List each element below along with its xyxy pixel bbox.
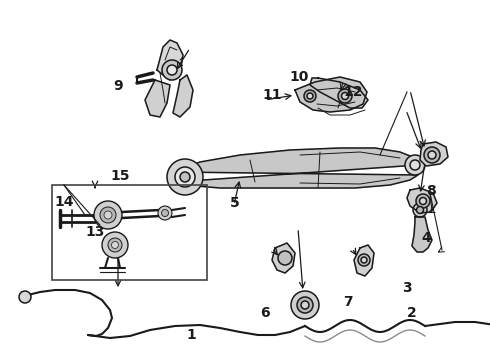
Circle shape [108, 238, 122, 252]
Polygon shape [173, 75, 193, 117]
Text: 1: 1 [186, 328, 196, 342]
Circle shape [102, 232, 128, 258]
Circle shape [416, 207, 423, 213]
Text: 7: 7 [343, 296, 353, 309]
Text: 15: 15 [110, 170, 130, 183]
Circle shape [424, 147, 440, 163]
Circle shape [416, 194, 430, 208]
Circle shape [158, 206, 172, 220]
Text: 10: 10 [289, 71, 309, 84]
Polygon shape [412, 217, 432, 252]
Circle shape [291, 291, 319, 319]
Text: 14: 14 [54, 195, 74, 208]
Circle shape [361, 257, 367, 263]
Circle shape [94, 201, 122, 229]
Circle shape [278, 251, 292, 265]
Polygon shape [354, 245, 374, 276]
Circle shape [307, 93, 313, 99]
Circle shape [428, 151, 436, 159]
Circle shape [100, 207, 116, 223]
Polygon shape [420, 142, 448, 166]
Text: 12: 12 [343, 85, 363, 99]
Circle shape [419, 198, 426, 204]
Circle shape [301, 301, 309, 309]
Circle shape [410, 160, 420, 170]
Polygon shape [157, 40, 183, 80]
Circle shape [342, 93, 348, 99]
Circle shape [104, 211, 112, 219]
Text: 2: 2 [407, 306, 416, 320]
Polygon shape [145, 80, 170, 117]
Polygon shape [272, 243, 295, 273]
Circle shape [304, 90, 316, 102]
Text: 8: 8 [426, 184, 436, 198]
Text: 6: 6 [260, 306, 270, 320]
Text: 4: 4 [421, 231, 431, 244]
Bar [52, 185, 207, 280]
Text: 5: 5 [230, 197, 240, 210]
Polygon shape [407, 188, 437, 213]
Polygon shape [310, 78, 368, 108]
Circle shape [19, 291, 31, 303]
Polygon shape [175, 148, 418, 188]
Text: 11: 11 [262, 89, 282, 102]
Circle shape [180, 172, 190, 182]
Circle shape [162, 60, 182, 80]
Text: 9: 9 [113, 80, 122, 93]
Circle shape [297, 297, 313, 313]
Text: 3: 3 [402, 281, 412, 295]
Circle shape [358, 254, 370, 266]
Circle shape [405, 155, 425, 175]
Circle shape [112, 242, 119, 248]
Circle shape [413, 203, 427, 217]
Circle shape [338, 89, 352, 103]
Circle shape [167, 65, 177, 75]
Circle shape [162, 210, 169, 216]
Circle shape [175, 167, 195, 187]
Polygon shape [295, 77, 367, 112]
Text: 13: 13 [86, 225, 105, 239]
Circle shape [167, 159, 203, 195]
